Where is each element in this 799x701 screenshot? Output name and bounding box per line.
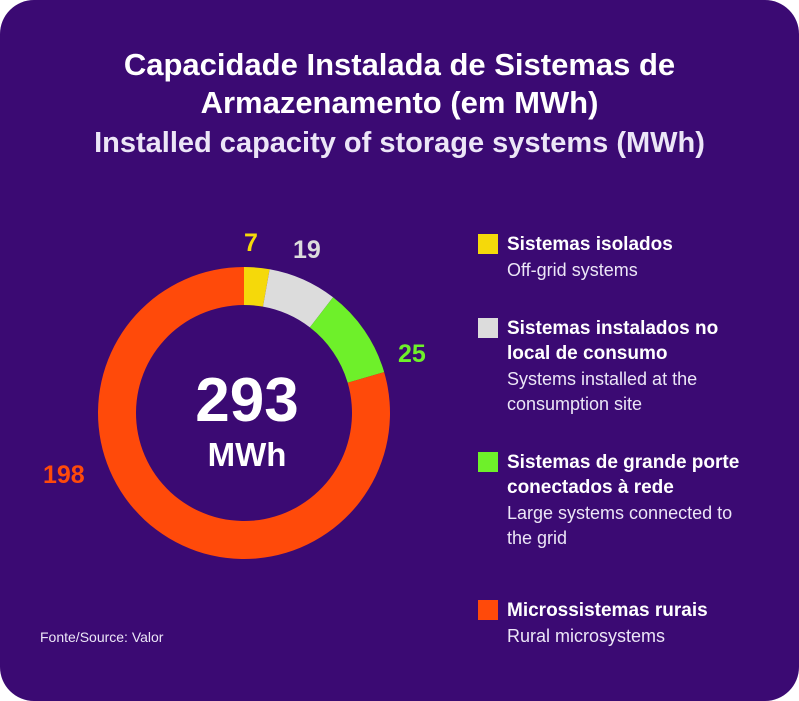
source-note: Fonte/Source: Valor [40, 629, 164, 645]
chart-subtitle: Installed capacity of storage systems (M… [94, 127, 705, 159]
legend-label-pt: Sistemas isolados [507, 234, 673, 255]
data-label-off-grid: 7 [244, 229, 258, 257]
legend-swatch-gray [478, 318, 498, 338]
legend-label-en: Rural microsystems [507, 626, 666, 646]
legend-item-consumption-site: Sistemas instalados no local de consumo … [478, 316, 778, 426]
legend-swatch-green [478, 452, 498, 472]
data-label-consumption-site: 19 [293, 236, 321, 264]
legend-item-grid-connected: Sistemas de grande porte conectados à re… [478, 450, 778, 560]
donut-slice-consumption-site [262, 269, 334, 328]
legend-swatch-orange [478, 600, 498, 620]
legend-label-en: Large systems connected to the grid [507, 503, 733, 548]
total-unit: MWh [207, 436, 287, 473]
legend-item-off-grid: Sistemas isolados Off-grid systems [478, 232, 778, 292]
total-value: 293 [195, 366, 299, 435]
legend-label-pt: Microssistemas rurais [507, 600, 708, 621]
legend-label-en: Off-grid systems [507, 260, 638, 280]
data-label-grid-connected: 25 [398, 340, 426, 368]
legend-label-en: Systems installed at the consumption sit… [507, 369, 698, 414]
donut-slice-off-grid [244, 267, 270, 307]
legend-label-pt: Sistemas instalados no local de consumo [507, 318, 719, 364]
legend-swatch-yellow [478, 234, 498, 254]
legend-item-rural-microsystems: Microssistemas rurais Rural microsystems [478, 598, 778, 658]
donut-slice-grid-connected [309, 297, 385, 383]
legend-label-pt: Sistemas de grande porte conectados à re… [507, 452, 740, 498]
chart-title: Capacidade Instalada de Sistemas de Arma… [123, 47, 676, 120]
data-label-rural-microsystems: 198 [43, 461, 85, 489]
